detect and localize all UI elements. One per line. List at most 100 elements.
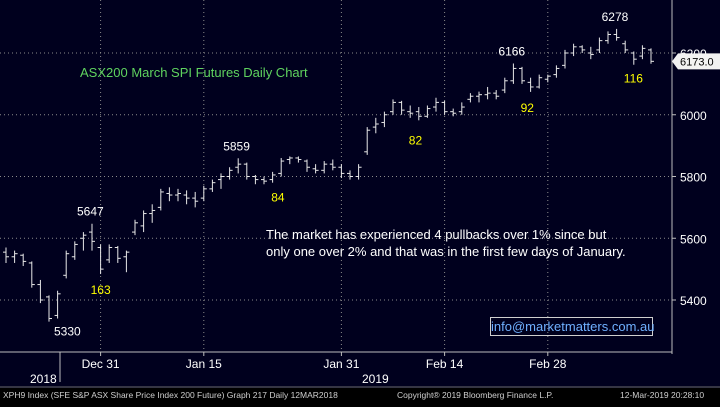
ohlc-bar — [321, 161, 328, 174]
y-tick-label: 5800 — [680, 171, 707, 185]
ohlc-bar — [338, 164, 345, 179]
ohlc-bar — [20, 253, 27, 267]
ohlc-bar — [630, 51, 637, 65]
ohlc-bar — [157, 188, 164, 211]
ohlc-bar — [622, 40, 629, 53]
ohlc-bar — [218, 173, 224, 189]
ohlc-bar — [579, 45, 586, 53]
ohlc-bar — [140, 210, 147, 233]
ohlc-bar — [372, 117, 379, 134]
ohlc-bar — [596, 37, 603, 53]
ohlc-bar — [433, 97, 439, 112]
ohlc-bar — [562, 49, 568, 69]
footer-timestamp: 12-Mar-2019 20:28:10 — [620, 390, 705, 400]
x-axis: Dec 31 Jan 15 Jan 31 Feb 14 Feb 28 2018 2019 — [0, 352, 720, 388]
ohlc-bar — [149, 204, 156, 223]
x-tick-label: Dec 31 — [82, 357, 120, 371]
ohlc-bar — [166, 187, 173, 202]
ohlc-bars — [3, 28, 654, 322]
ohlc-bar — [278, 157, 285, 177]
x-tick-label: Feb 14 — [426, 357, 464, 371]
ohlc-bar — [28, 261, 35, 288]
ohlc-bar — [398, 100, 405, 115]
ohlc-bar — [63, 250, 70, 279]
ohlc-bar — [613, 28, 620, 41]
pullback-size-label: 84 — [271, 191, 285, 205]
last-price-tag: 6173.0 — [672, 53, 720, 70]
price-extreme-label: 6278 — [602, 10, 629, 24]
footer-security-info: XPH9 Index (SFE S&P ASX Share Price Inde… — [3, 390, 338, 400]
pullback-size-label: 82 — [409, 133, 423, 147]
price-tag-shape — [672, 53, 720, 70]
ohlc-bar — [114, 245, 121, 263]
pullback-size-label: 163 — [91, 283, 111, 297]
ohlc-bar — [605, 31, 611, 44]
ohlc-bar — [226, 167, 233, 180]
ohlc-bar — [501, 77, 508, 94]
pullback-labels: 163 84 82 92 116 — [91, 72, 644, 297]
ohlc-bar — [510, 63, 517, 84]
ohlc-bar — [441, 100, 448, 115]
y-tick-label: 5600 — [680, 232, 707, 246]
ohlc-bar — [648, 48, 654, 64]
ohlc-bar — [54, 290, 61, 319]
ohlc-bar — [381, 111, 388, 128]
ohlc-bar — [493, 90, 500, 100]
ohlc-bar — [192, 191, 199, 208]
price-extreme-label: 5647 — [77, 205, 104, 219]
ohlc-bar — [458, 102, 465, 115]
pullback-size-label: 92 — [521, 101, 535, 115]
ohlc-bar — [80, 232, 87, 251]
ohlc-bar — [269, 171, 276, 183]
ohlc-bar — [415, 107, 422, 121]
callout-line-2: only one over 2% and that was in the fir… — [266, 244, 626, 259]
ohlc-bar — [286, 156, 293, 165]
ohlc-bar — [106, 244, 113, 263]
ohlc-bar — [553, 65, 560, 78]
ohlc-bar — [183, 190, 190, 205]
ohlc-bar — [175, 188, 181, 202]
ohlc-bar — [527, 77, 534, 92]
ohlc-bar — [46, 295, 52, 322]
y-tick-label: 5400 — [680, 294, 707, 308]
x-tick-label: Feb 28 — [529, 357, 567, 371]
ohlc-bar — [587, 46, 594, 60]
grid-lines — [0, 0, 673, 354]
ohlc-bar — [71, 241, 78, 260]
callout-line-1: The market has experienced 4 pullbacks o… — [266, 227, 607, 242]
ohlc-bar — [407, 105, 414, 118]
footer-bar: XPH9 Index (SFE S&P ASX Share Price Inde… — [0, 388, 720, 402]
ohlc-bar — [37, 279, 44, 304]
x-tick-label: Jan 15 — [186, 357, 222, 371]
ohlc-bar — [536, 74, 543, 89]
ohlc-bar — [476, 91, 482, 103]
ohlc-bar — [639, 45, 646, 60]
ohlc-bar — [243, 162, 250, 180]
ohlc-bar — [329, 159, 336, 171]
ohlc-bar — [123, 250, 130, 273]
ohlc-bar — [544, 74, 551, 83]
year-label: 2018 — [30, 372, 57, 386]
ohlc-bar — [390, 99, 396, 115]
ohlc-bar — [97, 244, 104, 275]
ohlc-bar — [11, 250, 18, 263]
ohlc-bar — [347, 170, 353, 180]
ohlc-bar — [261, 176, 267, 185]
ohlc-bar — [467, 93, 474, 103]
ohlc-bar — [3, 247, 9, 263]
high-low-labels: 5647 5330 5859 6166 6278 — [54, 10, 629, 339]
ohlc-bar — [235, 158, 242, 174]
price-extreme-label: 6166 — [498, 44, 525, 58]
ohlc-bar — [450, 108, 457, 117]
footer-copyright: Copyright® 2019 Bloomberg Finance L.P. — [397, 390, 554, 400]
ohlc-bar — [484, 86, 491, 100]
contact-email-link[interactable]: info@marketmatters.com.au — [490, 317, 655, 336]
year-label: 2019 — [362, 372, 389, 386]
x-tick-label: Jan 31 — [323, 357, 359, 371]
ohlc-bar — [295, 156, 302, 163]
ohlc-bar — [424, 105, 431, 118]
ohlc-bar — [252, 174, 259, 185]
